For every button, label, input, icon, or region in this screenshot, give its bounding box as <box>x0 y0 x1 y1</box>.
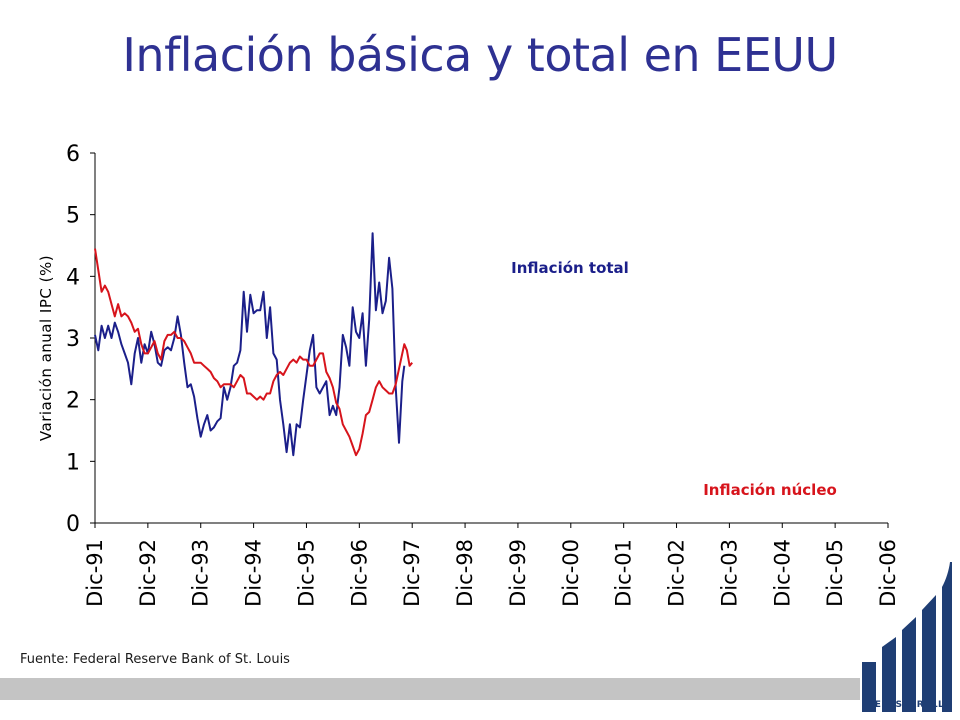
slide-title: Inflación básica y total en EEUU <box>122 28 838 82</box>
y-axis-label: Variación anual IPC (%) <box>37 255 55 441</box>
x-tick-label: Dic-02 <box>665 539 689 607</box>
x-tick-label: Dic-06 <box>876 539 900 607</box>
chart-axes: 0 1 2 3 4 5 6 Dic-91 Dic-92 Dic-93 Dic-94 Dic-95 Dic… <box>37 142 900 607</box>
x-tick-label: Dic-95 <box>294 539 318 607</box>
x-tick-label: Dic-97 <box>400 539 424 607</box>
series-line-1 <box>94 248 413 457</box>
series-label-1: Inflación núcleo <box>703 481 837 499</box>
x-tick-label: Dic-94 <box>242 539 266 607</box>
series-line-0 <box>94 232 406 457</box>
x-tick-label: Dic-00 <box>559 539 583 607</box>
chart-series <box>94 232 413 457</box>
x-tick-label: Dic-91 <box>83 539 107 607</box>
logo-text: FEDESARROLLO <box>868 700 952 710</box>
source-note: Fuente: Federal Reserve Bank of St. Loui… <box>20 652 290 667</box>
x-tick-label: Dic-98 <box>453 539 477 607</box>
footer-bar <box>0 678 860 700</box>
y-tick-label: 1 <box>66 450 80 475</box>
y-tick-label: 3 <box>66 327 80 352</box>
series-label-0: Inflación total <box>511 259 629 277</box>
chart-labels: Inflación total Inflación núcleo <box>511 259 837 499</box>
x-tick-label: Dic-03 <box>717 539 741 607</box>
x-tick-label: Dic-05 <box>823 539 847 607</box>
y-tick-label: 0 <box>66 512 80 537</box>
y-tick-label: 6 <box>66 142 80 167</box>
x-tick-label: Dic-96 <box>347 539 371 607</box>
x-tick-label: Dic-93 <box>189 539 213 607</box>
y-tick-label: 5 <box>66 204 80 229</box>
y-tick-label: 2 <box>66 389 80 414</box>
x-tick-label: Dic-92 <box>136 539 160 607</box>
x-tick-label: Dic-99 <box>506 539 530 607</box>
fedesarrollo-logo <box>862 562 952 712</box>
x-tick-label: Dic-04 <box>770 539 794 607</box>
x-tick-label: Dic-01 <box>612 539 636 607</box>
y-tick-label: 4 <box>66 265 80 290</box>
